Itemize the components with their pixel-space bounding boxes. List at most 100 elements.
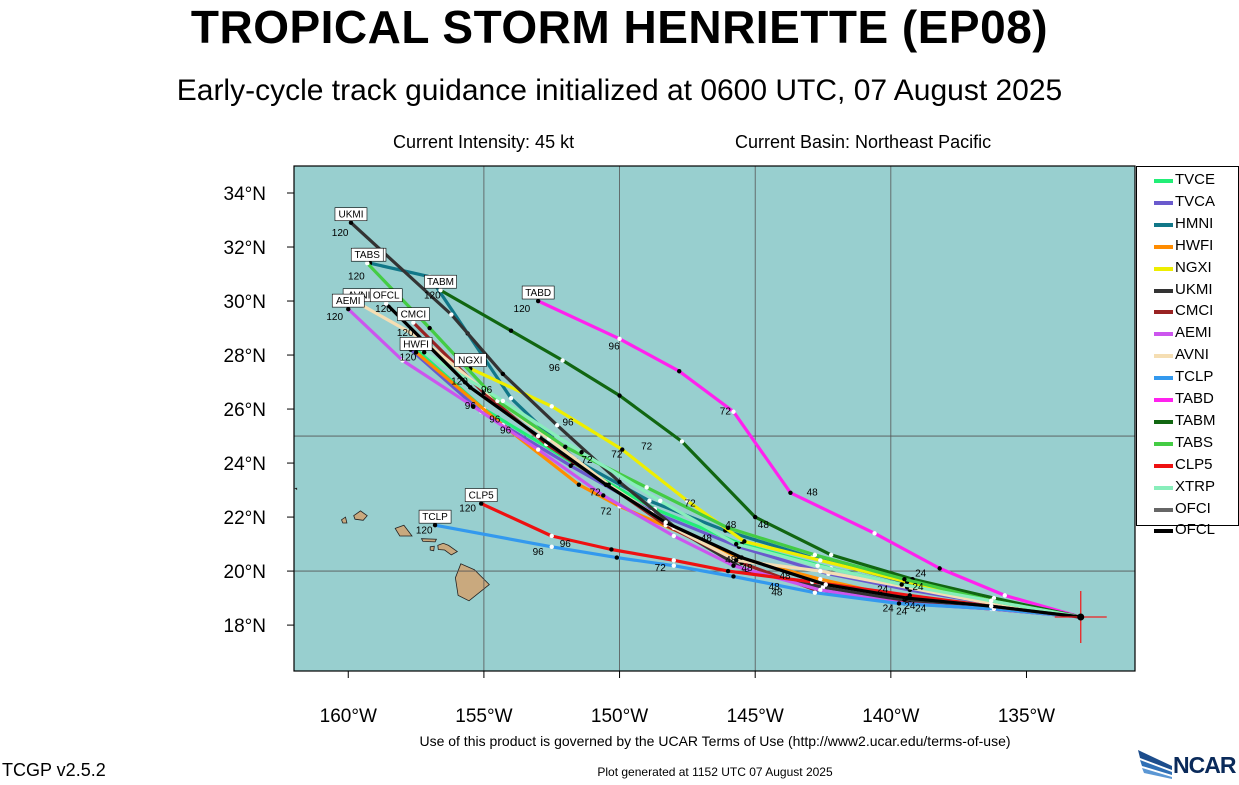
legend-item-clp5: CLP5 (1137, 456, 1239, 478)
hour-label: 120 (397, 328, 414, 339)
legend-label: TVCE (1175, 171, 1216, 188)
track-point (647, 498, 652, 504)
hour-label: 24 (883, 604, 895, 615)
track-label-tabm: TABM (427, 277, 454, 288)
track-point (739, 555, 744, 560)
track-point (500, 398, 506, 404)
legend-swatch (1154, 244, 1173, 249)
ncar-swoosh-icon (1138, 750, 1172, 779)
track-label-tabs: TABS (355, 250, 381, 261)
hour-label: 48 (779, 571, 791, 582)
map-frame (293, 165, 1136, 672)
island (394, 524, 413, 537)
island (341, 516, 348, 524)
track-point (812, 552, 818, 558)
legend-item-aemi: AEMI (1137, 324, 1239, 346)
x-tick-label: 140°W (862, 706, 919, 727)
track-point (422, 350, 427, 355)
track-point (989, 603, 994, 609)
legend-item-tvce: TVCE (1137, 171, 1239, 193)
track-point (644, 485, 649, 490)
current-basin: Current Basin: Northeast Pacific (735, 132, 992, 152)
hour-label: 24 (896, 606, 908, 617)
hour-label: 48 (758, 520, 770, 531)
x-tick-label: 145°W (727, 706, 784, 727)
island (353, 510, 368, 521)
legend-item-ofci: OFCI (1137, 500, 1239, 522)
legend-item-xtrp: XTRP (1137, 478, 1239, 500)
hour-label: 48 (771, 587, 783, 598)
ncar-logo-text: NCAR (1173, 752, 1236, 778)
legend-swatch (1154, 507, 1173, 512)
generated-timestamp: Plot generated at 1152 UTC 07 August 202… (597, 765, 833, 779)
track-point (549, 533, 554, 539)
hour-label: 120 (416, 525, 433, 536)
x-tick-label: 150°W (591, 706, 648, 727)
x-tick-label: 135°W (998, 706, 1055, 727)
hour-label: 96 (500, 425, 512, 436)
track-point (468, 385, 473, 390)
track-point (427, 325, 432, 331)
hour-label: 96 (533, 547, 545, 558)
track-point (991, 595, 997, 601)
track-point (823, 582, 828, 587)
chart-subtitle: Early-cycle track guidance initialized a… (176, 74, 1063, 107)
track-point (788, 490, 793, 495)
track-label-box (397, 307, 430, 321)
hour-label: 24 (912, 582, 924, 593)
legend-swatch (1154, 288, 1173, 293)
track-point (671, 533, 677, 539)
hour-label: 72 (590, 487, 602, 498)
track-label-ukmi: UKMI (338, 210, 363, 221)
hour-label: 120 (326, 312, 343, 323)
track-point (731, 574, 736, 579)
track-point (508, 396, 514, 401)
y-tick-label: 30°N (224, 292, 266, 313)
legend-swatch (1154, 332, 1173, 337)
track-point (725, 568, 731, 574)
y-tick-label: 34°N (224, 184, 266, 205)
track-point (1002, 593, 1007, 598)
hour-label: 72 (600, 506, 612, 517)
hour-label: 72 (581, 455, 593, 466)
track-point (576, 482, 582, 487)
legend-label: AEMI (1175, 324, 1212, 342)
track-label-box (424, 274, 457, 289)
hour-label: 96 (481, 385, 493, 396)
track-point (658, 498, 663, 504)
terms-of-use: Use of this product is governed by the U… (419, 733, 1011, 749)
track-point (535, 298, 541, 304)
hour-label: 24 (877, 585, 889, 596)
ncar-logo: NCAR (1136, 748, 1239, 780)
storm-center-marker (1054, 590, 1107, 643)
track-point (904, 595, 910, 601)
track-point (620, 447, 625, 452)
hour-label: 120 (400, 352, 417, 363)
track-label-hwfi: HWFI (403, 339, 429, 350)
track-point (384, 301, 389, 306)
track-point (449, 312, 454, 317)
track-label-box (331, 293, 365, 308)
legend-item-tabs: TABS (1137, 434, 1239, 456)
track-point (549, 404, 554, 409)
legend-item-ofcl: OFCL (1137, 521, 1239, 543)
track-point (508, 328, 514, 333)
island (429, 545, 435, 552)
hour-label: 120 (451, 377, 468, 388)
legend-item-ukmi: UKMI (1137, 281, 1239, 303)
legend-label: TABS (1175, 433, 1214, 451)
legend-item-tvca: TVCA (1137, 193, 1239, 215)
track-label-clp5: CLP5 (469, 491, 494, 502)
legend-item-tclp: TCLP (1137, 368, 1239, 390)
track-point (603, 482, 609, 487)
hour-label: 72 (611, 450, 623, 461)
legend-swatch (1154, 441, 1173, 446)
hour-label: 48 (725, 520, 737, 531)
legend-label: OFCL (1175, 521, 1216, 539)
hour-label: 48 (769, 582, 781, 593)
track-label-aemi: AEMI (336, 296, 360, 307)
hour-label: 48 (725, 555, 737, 566)
track-label-ngxi: NGXI (458, 356, 482, 367)
island (294, 487, 298, 491)
hour-label: 48 (741, 563, 753, 574)
